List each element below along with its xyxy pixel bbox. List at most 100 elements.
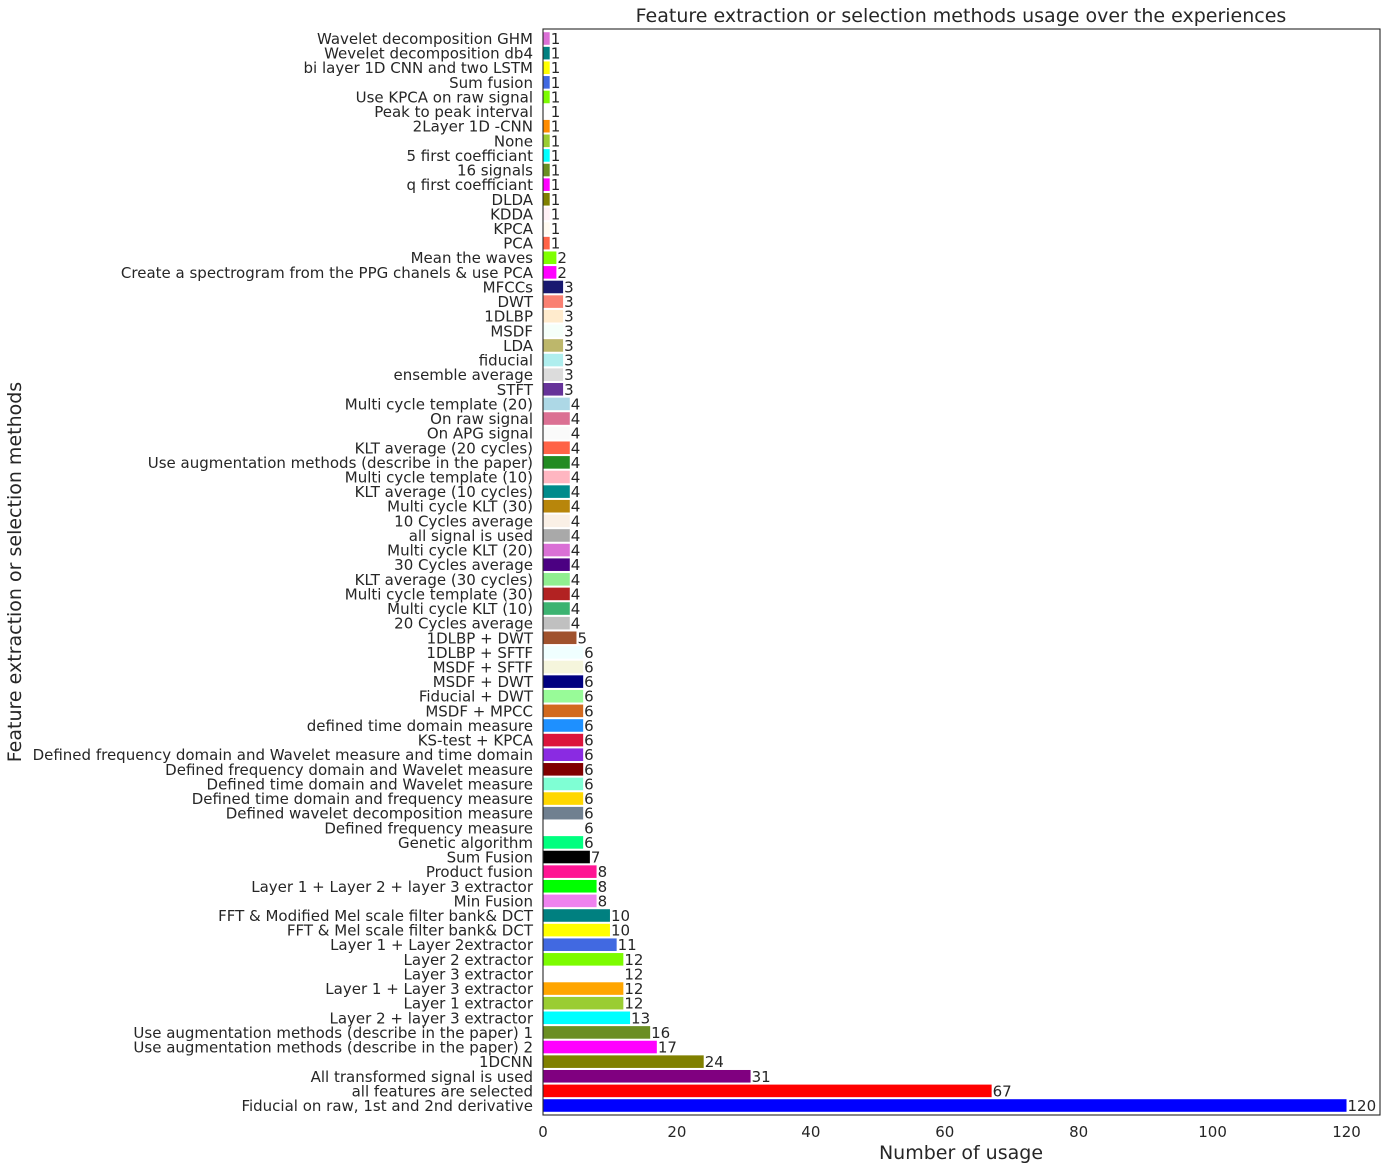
bar bbox=[543, 982, 624, 995]
bar-value-label: 2 bbox=[557, 249, 567, 267]
bar bbox=[543, 134, 550, 148]
category-label: All transformed signal is used bbox=[311, 1068, 533, 1086]
x-tick-label: 60 bbox=[935, 1123, 954, 1141]
bar-value-label: 4 bbox=[571, 585, 581, 603]
category-label: Wavelet decomposition GHM bbox=[317, 30, 533, 48]
category-label: Multi cycle template (30) bbox=[345, 585, 533, 603]
category-label: fiducial bbox=[479, 352, 533, 370]
bar-value-label: 1 bbox=[551, 88, 561, 106]
bar bbox=[543, 836, 584, 849]
category-label: Multi cycle KLT (30) bbox=[387, 498, 533, 516]
bar bbox=[543, 675, 584, 688]
category-label: Defined wavelet decomposition measure bbox=[226, 805, 533, 823]
category-label: Layer 2 + layer 3 extractor bbox=[329, 1009, 533, 1027]
bar bbox=[543, 426, 570, 440]
bar bbox=[543, 324, 564, 338]
bar bbox=[543, 704, 584, 718]
bar bbox=[543, 821, 584, 835]
bar bbox=[543, 1011, 631, 1025]
category-label: KDDA bbox=[490, 205, 534, 223]
bar bbox=[543, 368, 564, 381]
bar-value-label: 3 bbox=[564, 352, 574, 370]
category-label: MSDF bbox=[490, 322, 533, 340]
bar bbox=[543, 646, 584, 659]
bar bbox=[543, 32, 550, 45]
category-label: Peak to peak interval bbox=[374, 103, 533, 121]
bar-value-label: 6 bbox=[584, 702, 594, 720]
bar bbox=[543, 383, 564, 396]
bar-value-label: 4 bbox=[571, 498, 581, 516]
bar-value-label: 10 bbox=[611, 922, 630, 940]
category-label: Multi cycle KLT (20) bbox=[387, 542, 533, 560]
category-label: KPCA bbox=[493, 220, 533, 238]
bar-value-label: 12 bbox=[624, 980, 643, 998]
bar-value-label: 4 bbox=[571, 468, 581, 486]
category-label: Fiducial on raw, 1st and 2nd derivative bbox=[241, 1097, 533, 1115]
category-label: 1DLBP + SFTF bbox=[426, 644, 533, 662]
category-label: all signal is used bbox=[409, 527, 533, 545]
bar bbox=[543, 660, 584, 674]
category-label: MSDF + MPCC bbox=[425, 702, 533, 720]
x-tick-label: 40 bbox=[801, 1123, 820, 1141]
bar bbox=[543, 923, 610, 937]
bar bbox=[543, 1055, 704, 1068]
bar bbox=[543, 689, 584, 703]
category-label: KLT average (20 cycles) bbox=[355, 439, 533, 457]
bar bbox=[543, 587, 570, 601]
bar-value-label: 1 bbox=[551, 59, 561, 77]
bar-value-label: 12 bbox=[624, 965, 643, 983]
bar-value-label: 1 bbox=[551, 74, 561, 92]
bar-value-label: 120 bbox=[1348, 1097, 1377, 1115]
x-tick-label: 20 bbox=[667, 1123, 686, 1141]
bar-value-label: 10 bbox=[611, 907, 630, 925]
bar bbox=[543, 456, 570, 469]
category-label: MSDF + DWT bbox=[433, 673, 534, 691]
category-label: Sum fusion bbox=[449, 74, 533, 92]
category-label: ensemble average bbox=[394, 366, 533, 384]
bar-value-label: 31 bbox=[752, 1068, 771, 1086]
bar-value-label: 1 bbox=[551, 45, 561, 63]
bar bbox=[543, 719, 584, 732]
bar-value-label: 3 bbox=[564, 337, 574, 355]
bar-value-label: 1 bbox=[551, 235, 561, 253]
category-label: Use augmentation methods (describe in th… bbox=[148, 454, 533, 472]
bar bbox=[543, 61, 550, 75]
bar bbox=[543, 90, 550, 104]
bar-value-label: 6 bbox=[584, 761, 594, 779]
bar bbox=[543, 236, 550, 250]
bar-value-label: 5 bbox=[577, 629, 587, 647]
bar bbox=[543, 485, 570, 498]
bar-value-label: 4 bbox=[571, 571, 581, 589]
category-label: Layer 1 + Layer 2extractor bbox=[330, 936, 534, 954]
category-label: 5 first coefficiant bbox=[406, 147, 533, 165]
category-label: Defined time domain and Wavelet measure bbox=[207, 775, 533, 793]
bar-value-label: 6 bbox=[584, 819, 594, 837]
bar bbox=[543, 1084, 992, 1098]
category-label: Defined frequency domain and Wavelet mea… bbox=[33, 746, 533, 764]
category-label: 1DLBP + DWT bbox=[427, 629, 534, 647]
bar bbox=[543, 850, 590, 864]
bar bbox=[543, 1099, 1347, 1112]
category-label: None bbox=[494, 132, 533, 150]
category-label: FFT & Modified Mel scale filter bank& DC… bbox=[218, 907, 534, 925]
bar-value-label: 6 bbox=[584, 673, 594, 691]
bar-value-label: 4 bbox=[571, 542, 581, 560]
category-label: defined time domain measure bbox=[307, 717, 533, 735]
bar bbox=[543, 909, 610, 922]
category-label: Genetic algorithm bbox=[398, 834, 533, 852]
bar-value-label: 6 bbox=[584, 717, 594, 735]
category-label: Fiducial + DWT bbox=[419, 688, 534, 706]
category-label: DWT bbox=[497, 293, 533, 311]
bar bbox=[543, 222, 550, 235]
category-label: all features are selected bbox=[352, 1082, 533, 1100]
category-label: Sum Fusion bbox=[447, 849, 533, 867]
category-label: On APG signal bbox=[427, 425, 533, 443]
bar-value-label: 12 bbox=[624, 951, 643, 969]
bar-value-label: 6 bbox=[584, 732, 594, 750]
category-label: Use augmentation methods (describe in th… bbox=[133, 1024, 533, 1042]
category-label: 30 Cycles average bbox=[394, 556, 533, 574]
bar bbox=[543, 602, 570, 615]
bar-value-label: 1 bbox=[551, 132, 561, 150]
